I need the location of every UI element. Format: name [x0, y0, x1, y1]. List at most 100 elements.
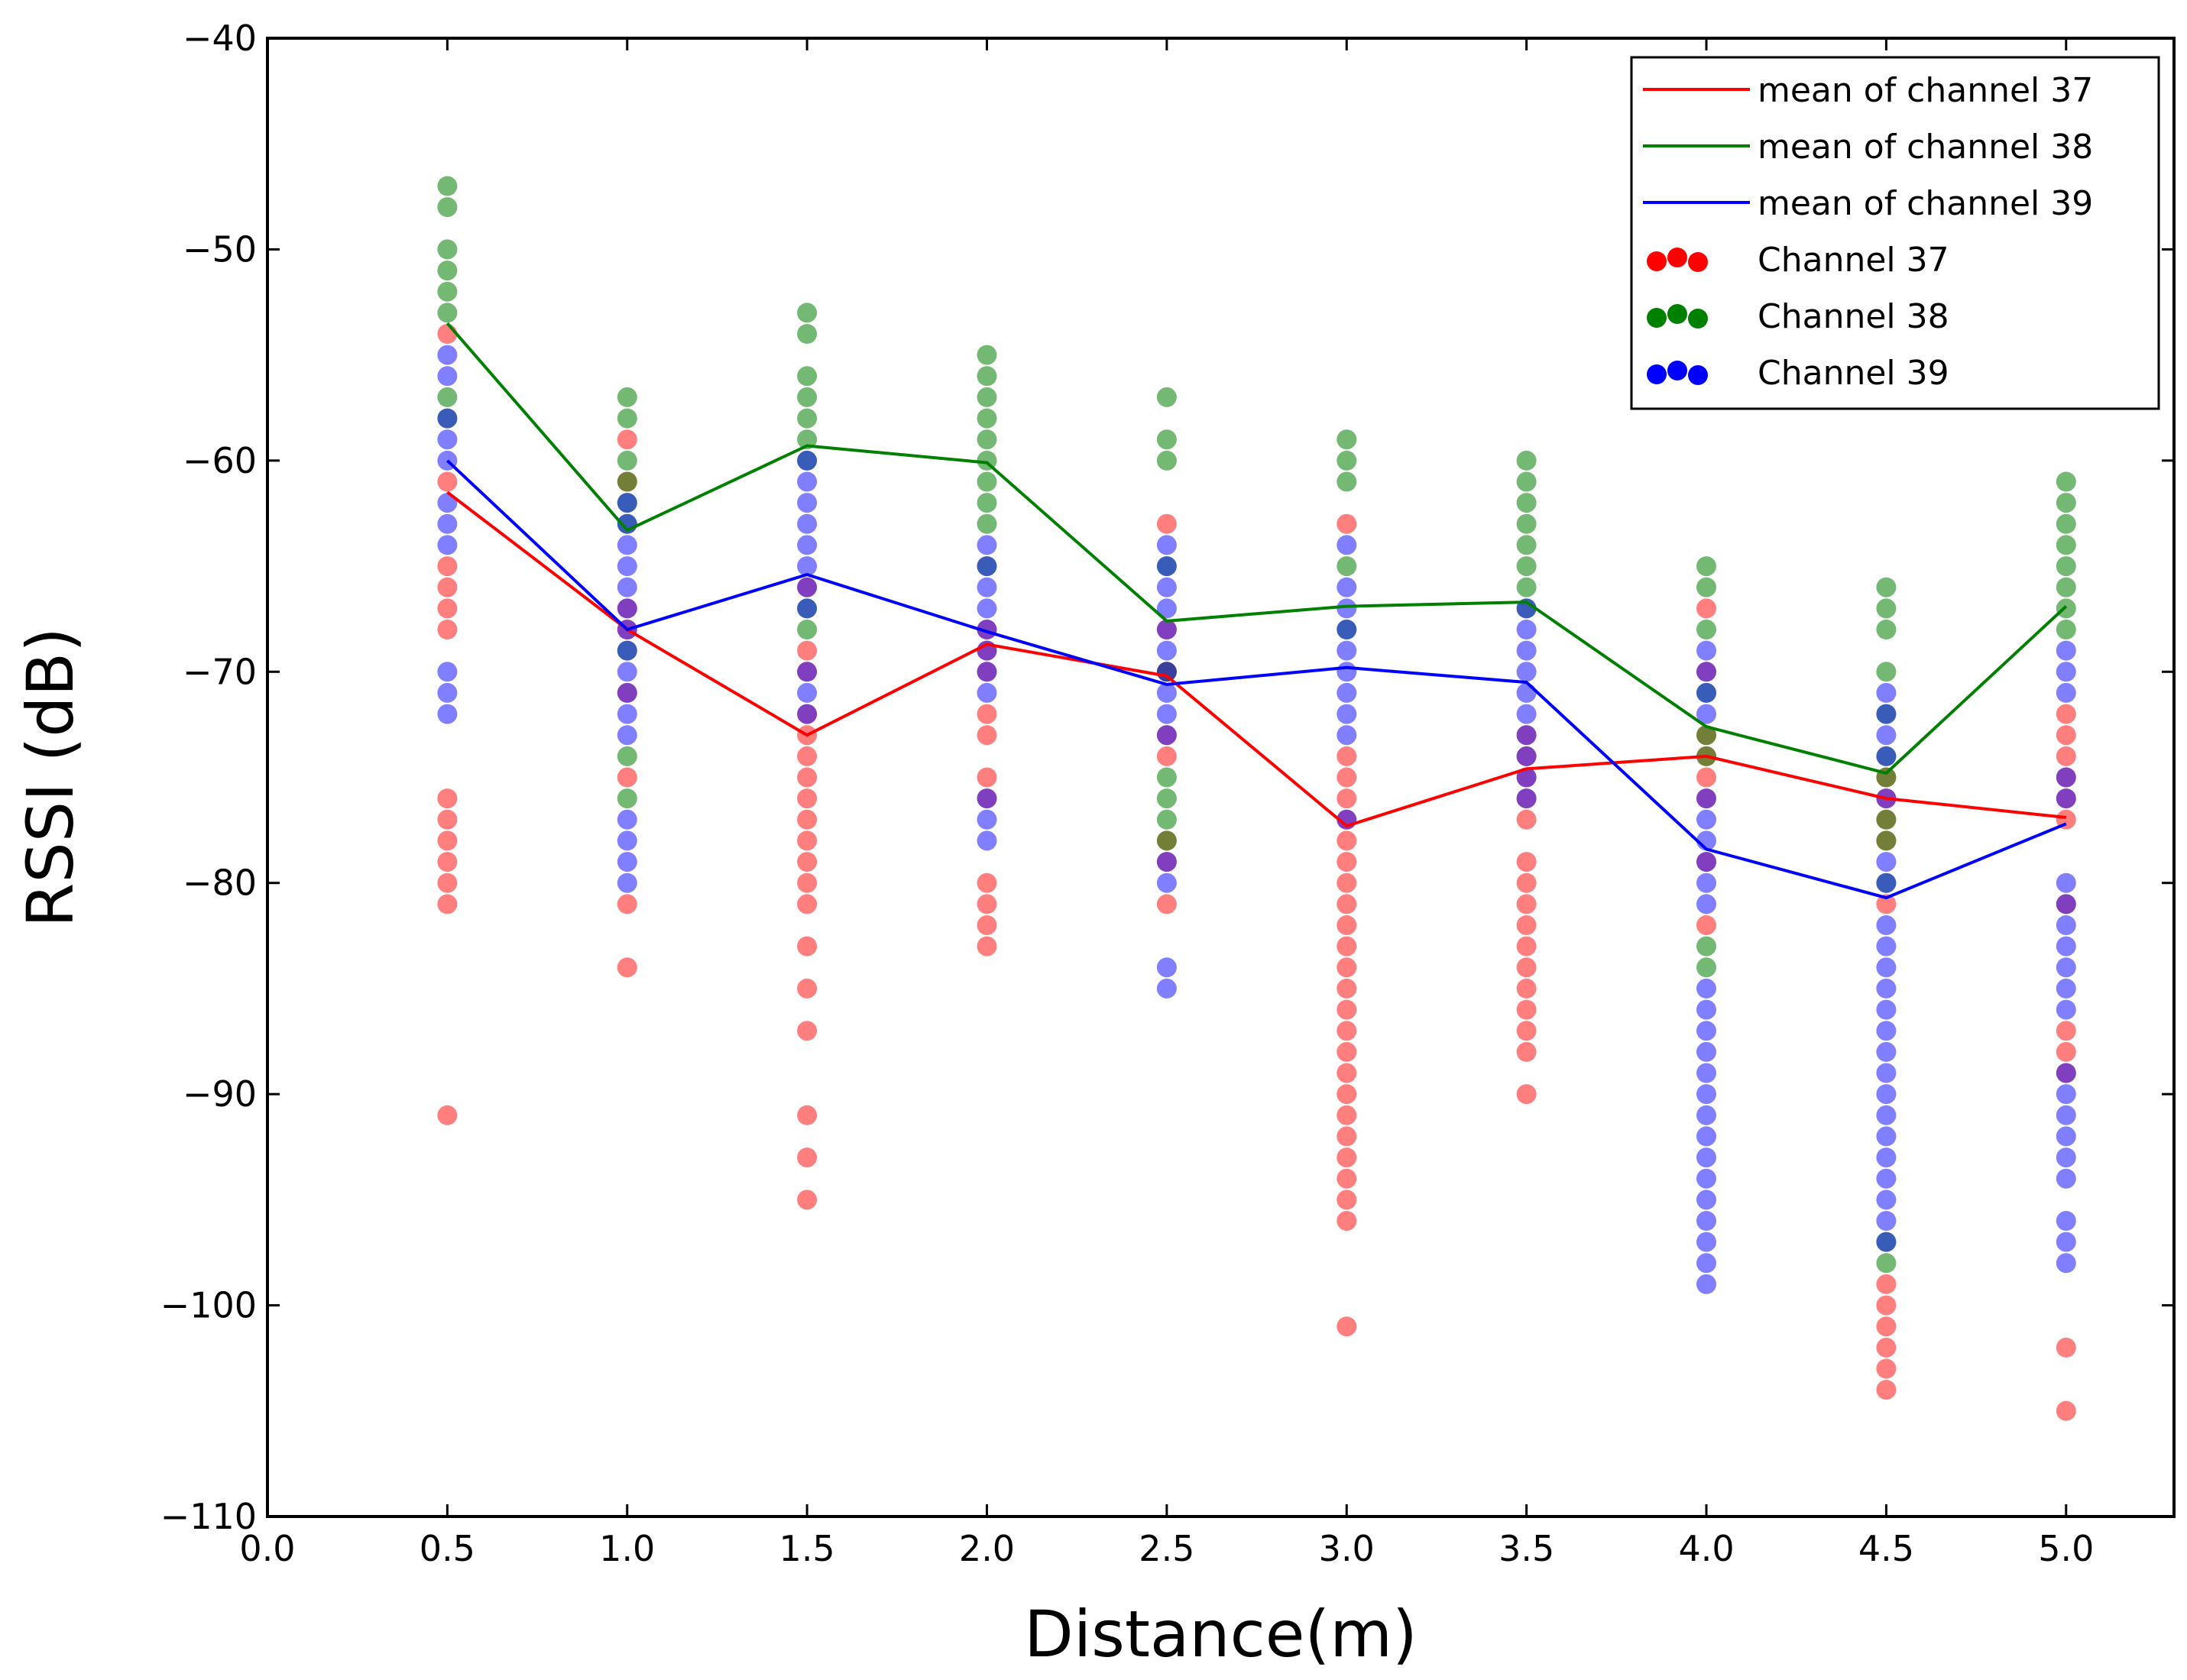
- channel-39-point: [1336, 662, 1357, 682]
- mean-of-channel-37-line: [446, 490, 2067, 828]
- channel-39-point: [617, 809, 637, 830]
- channel-39-point: [2056, 872, 2076, 893]
- channel-39-point: [1156, 640, 1177, 661]
- channel-38-point: [437, 303, 458, 323]
- channel-37-point: [1336, 788, 1357, 809]
- channel-38-point: [977, 366, 997, 387]
- channel-39-point: [2056, 682, 2076, 703]
- channel-39-point: [1696, 1084, 1716, 1105]
- channel-37-point: [437, 1105, 458, 1125]
- channel-39-point: [1156, 978, 1177, 999]
- channel-37-point: [797, 852, 818, 872]
- channel-39-point: [1156, 682, 1177, 703]
- channel-38-point: [617, 450, 637, 471]
- channel-37-point: [2056, 1041, 2076, 1062]
- channel-39-point: [1876, 682, 1897, 703]
- channel-38-point: [977, 387, 997, 407]
- channel-39-point: [797, 682, 818, 703]
- channel-39-point: [1876, 1126, 1897, 1147]
- channel-38-point: [1696, 556, 1716, 577]
- channel-39-point: [617, 556, 637, 577]
- y-tick-label: −90: [183, 1073, 257, 1115]
- legend-label: Channel 38: [1758, 297, 1949, 336]
- channel-39-point: [1156, 852, 1177, 872]
- channel-39-point: [1696, 894, 1716, 914]
- channel-38-point: [1876, 620, 1897, 639]
- channel-38-point: [437, 281, 458, 302]
- channel-39-point: [1696, 704, 1716, 724]
- channel-37-point: [1336, 746, 1357, 766]
- channel-37-point: [1336, 1063, 1357, 1083]
- channel-38-point: [437, 239, 458, 260]
- channel-38-point: [797, 303, 818, 323]
- channel-39-point: [2056, 1232, 2076, 1252]
- channel-39-point: [2056, 999, 2076, 1020]
- channel-39-point: [1696, 1211, 1716, 1231]
- channel-39-point: [2056, 1063, 2076, 1083]
- channel-37-point: [1156, 746, 1177, 766]
- channel-37-point: [1696, 915, 1716, 935]
- channel-39-point: [1876, 704, 1897, 724]
- channel-39-point: [977, 577, 997, 597]
- channel-37-point: [437, 872, 458, 893]
- channel-37-point: [1876, 1358, 1897, 1379]
- channel-38-point: [977, 408, 997, 429]
- channel-39-point: [1696, 1274, 1716, 1294]
- channel-37-point: [977, 894, 997, 914]
- channel-39-point: [2056, 767, 2076, 788]
- channel-37-point: [1336, 513, 1357, 534]
- channel-39-point: [2056, 894, 2076, 914]
- channel-38-point: [2056, 513, 2076, 534]
- channel-39-point: [617, 535, 637, 555]
- channel-37-point: [1336, 1084, 1357, 1105]
- channel-39-point: [1696, 788, 1716, 809]
- channel-39-point: [617, 830, 637, 851]
- channel-38-point: [797, 408, 818, 429]
- channel-38-point: [977, 345, 997, 365]
- channel-38-point: [1336, 429, 1357, 450]
- channel-37-point: [437, 830, 458, 851]
- channel-39-point: [1696, 682, 1716, 703]
- channel-37-point: [437, 577, 458, 597]
- channel-38-point: [1696, 725, 1716, 746]
- channel-38-point: [617, 471, 637, 492]
- channel-38-point: [1876, 577, 1897, 597]
- channel-39-point: [1696, 872, 1716, 893]
- channel-38-point: [1516, 493, 1537, 513]
- channel-37-point: [1516, 978, 1537, 999]
- channel-39-point: [1696, 1021, 1716, 1041]
- channel-38-point: [1876, 662, 1897, 682]
- channel-39-point: [2056, 640, 2076, 661]
- channel-39-point: [2056, 978, 2076, 999]
- channel-38-point: [797, 429, 818, 450]
- channel-39-point: [1876, 746, 1897, 766]
- channel-39-point: [977, 809, 997, 830]
- channel-39-point: [1696, 978, 1716, 999]
- channel-39-point: [1876, 999, 1897, 1020]
- channel-37-point: [1696, 767, 1716, 788]
- channel-37-point: [1876, 1274, 1897, 1294]
- channel-37-point: [437, 556, 458, 577]
- mean-of-channel-39-line: [446, 459, 2067, 900]
- channel-39-point: [1876, 978, 1897, 999]
- channel-39-point: [1336, 682, 1357, 703]
- channel-38-point: [1336, 556, 1357, 577]
- x-tick-label: 0.0: [239, 1528, 295, 1569]
- channel-37-point: [1336, 1105, 1357, 1125]
- y-tick-label: −70: [183, 651, 257, 692]
- channel-38-point: [2056, 493, 2076, 513]
- x-tick-label: 1.5: [779, 1528, 835, 1569]
- channel-39-point: [977, 662, 997, 682]
- channel-37-point: [1336, 1168, 1357, 1189]
- channel-38-point: [1156, 429, 1177, 450]
- channel-39-point: [2056, 915, 2076, 935]
- channel-39-point: [437, 662, 458, 682]
- channel-37-point: [1156, 513, 1177, 534]
- channel-37-point: [2056, 725, 2076, 746]
- channel-38-point: [1156, 387, 1177, 407]
- channel-37-point: [2056, 1400, 2076, 1421]
- channel-39-point: [1876, 872, 1897, 893]
- channel-38-point: [1516, 535, 1537, 555]
- channel-38-point: [977, 471, 997, 492]
